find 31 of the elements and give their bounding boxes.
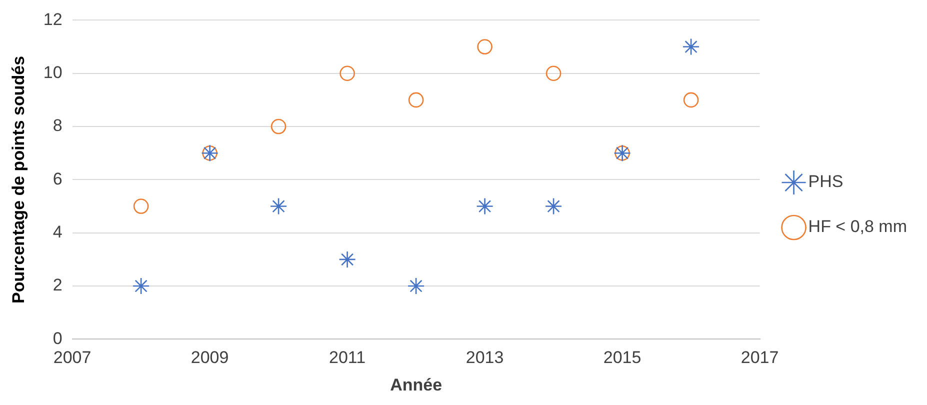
y-tick-label: 2 <box>52 276 62 295</box>
x-tick-label: 2009 <box>190 348 229 368</box>
y-tick-label: 4 <box>52 222 62 242</box>
point <box>683 92 699 108</box>
point <box>476 198 494 215</box>
y-tick-label: 6 <box>52 169 62 188</box>
point <box>682 38 700 56</box>
legend-label: HF < 0,8 mm <box>808 217 908 236</box>
point <box>133 198 149 214</box>
x-tick-label: 2017 <box>740 348 779 368</box>
x-tick-label: 2015 <box>603 348 642 368</box>
point <box>270 198 288 215</box>
y-tick-label: 10 <box>43 63 62 82</box>
legend-label: PHS <box>808 172 844 192</box>
point <box>270 118 286 134</box>
point <box>546 66 562 82</box>
x-axis-title: Année <box>390 375 442 394</box>
point <box>544 198 562 215</box>
y-tick-label: 0 <box>52 328 62 348</box>
point <box>407 277 425 295</box>
y-tick-label: 12 <box>43 10 62 29</box>
point <box>408 92 424 108</box>
y-tick-label: 8 <box>52 116 62 136</box>
point <box>340 66 355 82</box>
x-tick-label: 2011 <box>329 348 366 368</box>
point <box>338 250 356 268</box>
x-tick-label: 2013 <box>466 348 504 368</box>
y-axis-title: Pourcentage de points soudés <box>8 56 28 304</box>
point <box>132 277 150 295</box>
point <box>477 39 492 54</box>
x-tick-label: 2007 <box>53 348 92 368</box>
